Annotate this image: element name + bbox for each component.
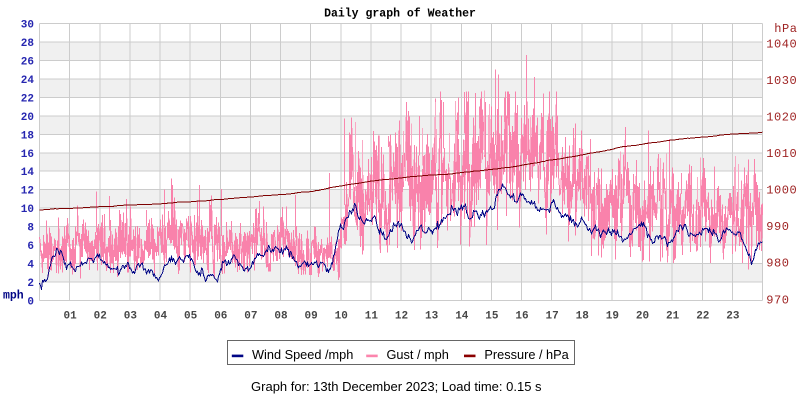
- svg-text:24: 24: [21, 75, 35, 87]
- svg-text:4: 4: [27, 260, 34, 272]
- svg-text:21: 21: [666, 311, 680, 323]
- svg-text:Daily graph of Weather: Daily graph of Weather: [324, 8, 476, 21]
- svg-text:28: 28: [21, 38, 35, 50]
- svg-text:16: 16: [515, 311, 528, 323]
- svg-text:10: 10: [21, 204, 34, 216]
- svg-text:1010: 1010: [766, 147, 797, 161]
- svg-text:1040: 1040: [766, 37, 797, 51]
- svg-text:26: 26: [21, 56, 34, 68]
- svg-text:0: 0: [27, 297, 34, 309]
- svg-text:08: 08: [274, 311, 288, 323]
- svg-text:01: 01: [63, 311, 77, 323]
- svg-text:6: 6: [27, 241, 34, 253]
- svg-text:22: 22: [21, 93, 34, 105]
- svg-text:990: 990: [766, 220, 789, 234]
- svg-text:18: 18: [576, 311, 590, 323]
- svg-text:16: 16: [21, 149, 34, 161]
- svg-text:18: 18: [21, 130, 35, 142]
- svg-text:970: 970: [766, 293, 789, 307]
- svg-text:04: 04: [154, 311, 168, 323]
- svg-text:19: 19: [606, 311, 619, 323]
- svg-text:06: 06: [214, 311, 227, 323]
- svg-text:17: 17: [545, 311, 558, 323]
- svg-text:Wind Speed /mph: Wind Speed /mph: [252, 347, 353, 362]
- svg-text:8: 8: [27, 223, 34, 235]
- svg-text:12: 12: [21, 186, 34, 198]
- svg-text:mph: mph: [3, 290, 24, 303]
- svg-text:20: 20: [636, 311, 649, 323]
- svg-text:14: 14: [21, 167, 35, 179]
- svg-text:1030: 1030: [766, 74, 797, 88]
- svg-text:23: 23: [726, 311, 740, 323]
- svg-text:11: 11: [365, 311, 379, 323]
- svg-text:1020: 1020: [766, 110, 797, 124]
- svg-text:02: 02: [94, 311, 107, 323]
- svg-text:15: 15: [485, 311, 499, 323]
- svg-text:12: 12: [395, 311, 408, 323]
- svg-text:1000: 1000: [766, 184, 797, 198]
- svg-text:14: 14: [455, 311, 469, 323]
- svg-text:10: 10: [335, 311, 348, 323]
- svg-text:22: 22: [696, 311, 709, 323]
- svg-text:Graph for: 13th December 2023;: Graph for: 13th December 2023; Load time…: [251, 379, 542, 394]
- svg-text:07: 07: [244, 311, 257, 323]
- svg-text:Gust / mph: Gust / mph: [387, 347, 449, 362]
- svg-text:980: 980: [766, 257, 789, 271]
- svg-text:05: 05: [184, 311, 198, 323]
- svg-text:09: 09: [304, 311, 317, 323]
- svg-text:20: 20: [21, 112, 34, 124]
- svg-text:2: 2: [27, 278, 34, 290]
- svg-text:03: 03: [124, 311, 138, 323]
- svg-text:Pressure / hPa: Pressure / hPa: [484, 347, 569, 362]
- svg-text:30: 30: [21, 20, 34, 32]
- svg-text:13: 13: [425, 311, 439, 323]
- svg-text:hPa: hPa: [774, 22, 797, 36]
